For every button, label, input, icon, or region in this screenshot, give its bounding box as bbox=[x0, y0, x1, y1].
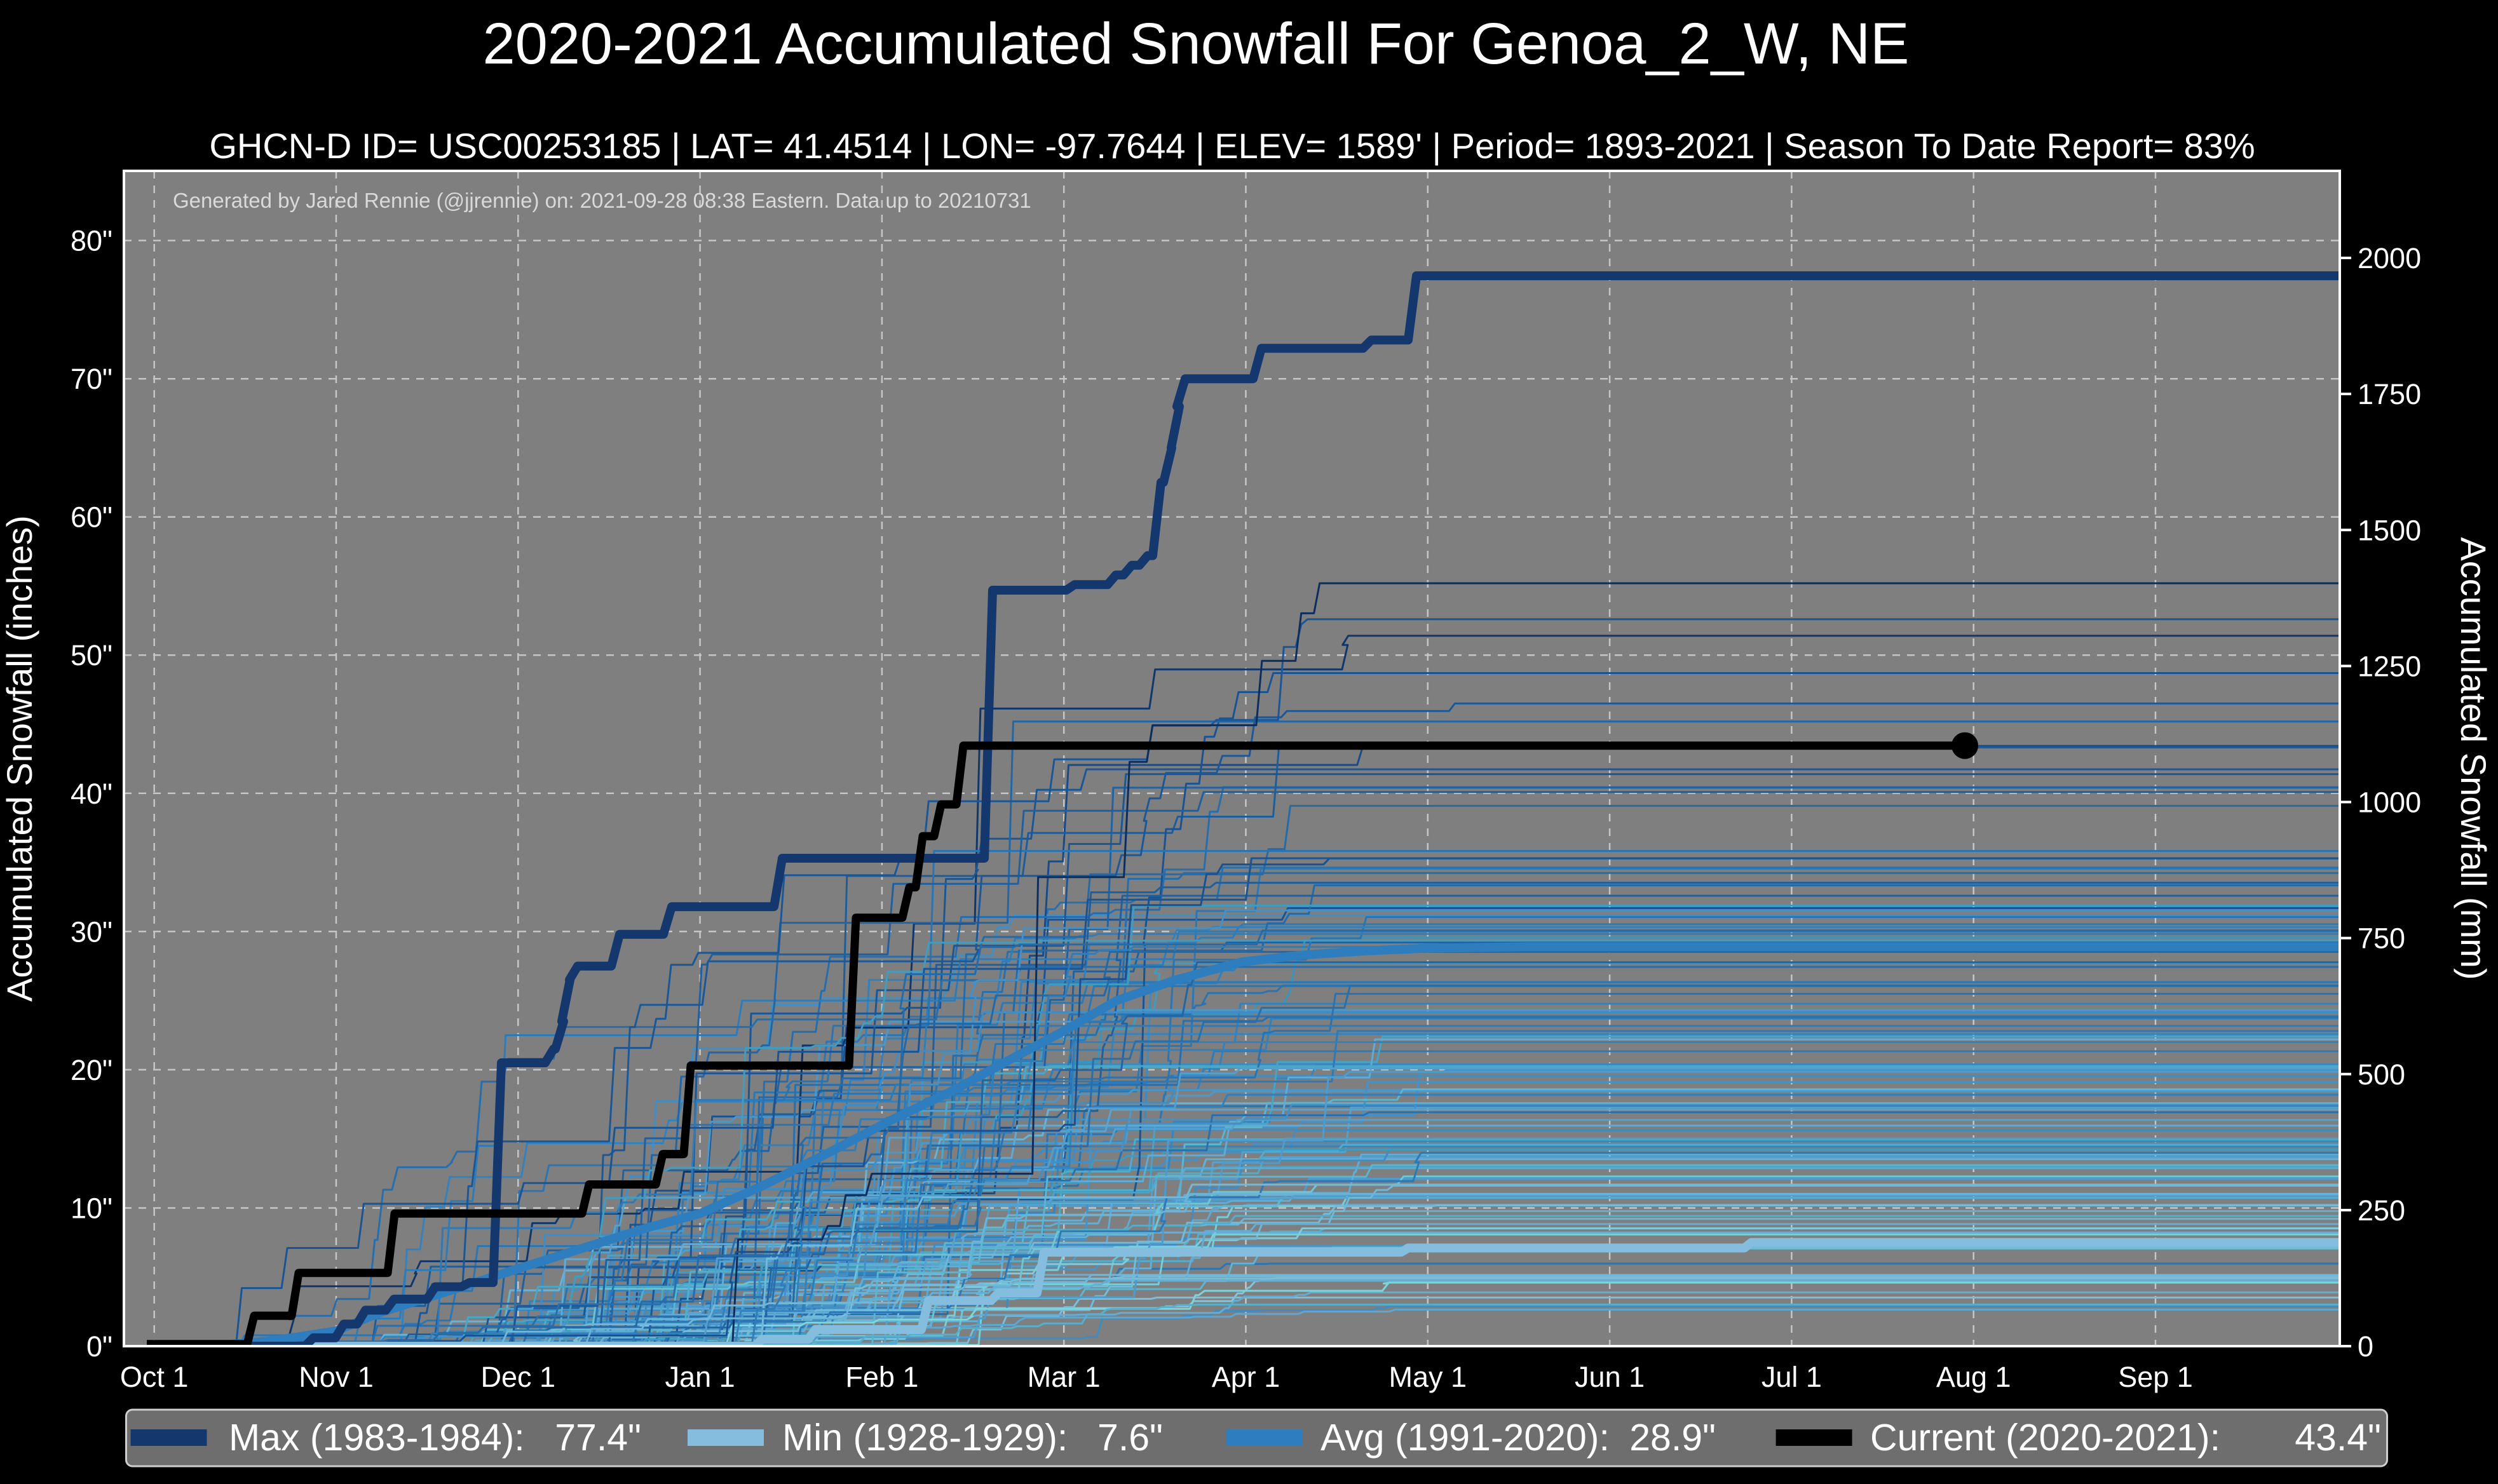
svg-text:77.4": 77.4" bbox=[555, 1417, 641, 1459]
svg-text:Jan 1: Jan 1 bbox=[665, 1361, 735, 1393]
svg-text:750: 750 bbox=[2358, 922, 2405, 955]
svg-text:250: 250 bbox=[2358, 1194, 2405, 1227]
svg-text:10": 10" bbox=[71, 1192, 112, 1225]
svg-text:500: 500 bbox=[2358, 1058, 2405, 1091]
svg-text:1000: 1000 bbox=[2358, 786, 2421, 819]
svg-text:Dec 1: Dec 1 bbox=[481, 1361, 556, 1393]
svg-text:Generated by Jared Rennie (@jj: Generated by Jared Rennie (@jjrennie) on… bbox=[173, 189, 1031, 212]
svg-text:80": 80" bbox=[71, 225, 112, 257]
svg-text:40": 40" bbox=[71, 778, 112, 810]
svg-text:70": 70" bbox=[71, 363, 112, 395]
svg-text:0": 0" bbox=[86, 1330, 112, 1363]
svg-text:60": 60" bbox=[71, 501, 112, 534]
svg-text:Aug 1: Aug 1 bbox=[1936, 1361, 2011, 1393]
svg-text:Jun 1: Jun 1 bbox=[1575, 1361, 1645, 1393]
svg-text:Mar 1: Mar 1 bbox=[1028, 1361, 1101, 1393]
svg-text:Accumulated Snowfall (inches): Accumulated Snowfall (inches) bbox=[0, 515, 39, 1002]
svg-text:0: 0 bbox=[2358, 1330, 2373, 1363]
svg-text:May 1: May 1 bbox=[1389, 1361, 1467, 1393]
svg-text:2020-2021 Accumulated Snowfall: 2020-2021 Accumulated Snowfall For Genoa… bbox=[482, 11, 1909, 76]
svg-text:1750: 1750 bbox=[2358, 378, 2421, 410]
svg-text:Feb 1: Feb 1 bbox=[845, 1361, 918, 1393]
svg-text:20": 20" bbox=[71, 1054, 112, 1086]
svg-text:Sep 1: Sep 1 bbox=[2118, 1361, 2193, 1393]
svg-text:Accumulated Snowfall (mm): Accumulated Snowfall (mm) bbox=[2454, 537, 2494, 980]
svg-text:50": 50" bbox=[71, 639, 112, 671]
svg-text:Oct 1: Oct 1 bbox=[120, 1361, 189, 1393]
svg-text:Apr 1: Apr 1 bbox=[1212, 1361, 1280, 1393]
svg-text:Min (1928-1929):: Min (1928-1929): bbox=[782, 1417, 1068, 1459]
svg-text:30": 30" bbox=[71, 915, 112, 948]
svg-text:Current (2020-2021):: Current (2020-2021): bbox=[1870, 1417, 2220, 1459]
svg-text:43.4": 43.4" bbox=[2295, 1417, 2381, 1459]
svg-text:28.9": 28.9" bbox=[1629, 1417, 1716, 1459]
svg-text:GHCN-D ID= USC00253185 | LAT=: GHCN-D ID= USC00253185 | LAT= 41.4514 | … bbox=[209, 126, 2255, 166]
svg-text:Avg (1991-2020):: Avg (1991-2020): bbox=[1320, 1417, 1610, 1459]
svg-text:Nov 1: Nov 1 bbox=[299, 1361, 374, 1393]
svg-text:Jul 1: Jul 1 bbox=[1761, 1361, 1822, 1393]
svg-text:1500: 1500 bbox=[2358, 514, 2421, 546]
svg-text:1250: 1250 bbox=[2358, 650, 2421, 682]
svg-text:2000: 2000 bbox=[2358, 242, 2421, 274]
svg-text:7.6": 7.6" bbox=[1097, 1417, 1163, 1459]
svg-text:Max (1983-1984):: Max (1983-1984): bbox=[229, 1417, 525, 1459]
